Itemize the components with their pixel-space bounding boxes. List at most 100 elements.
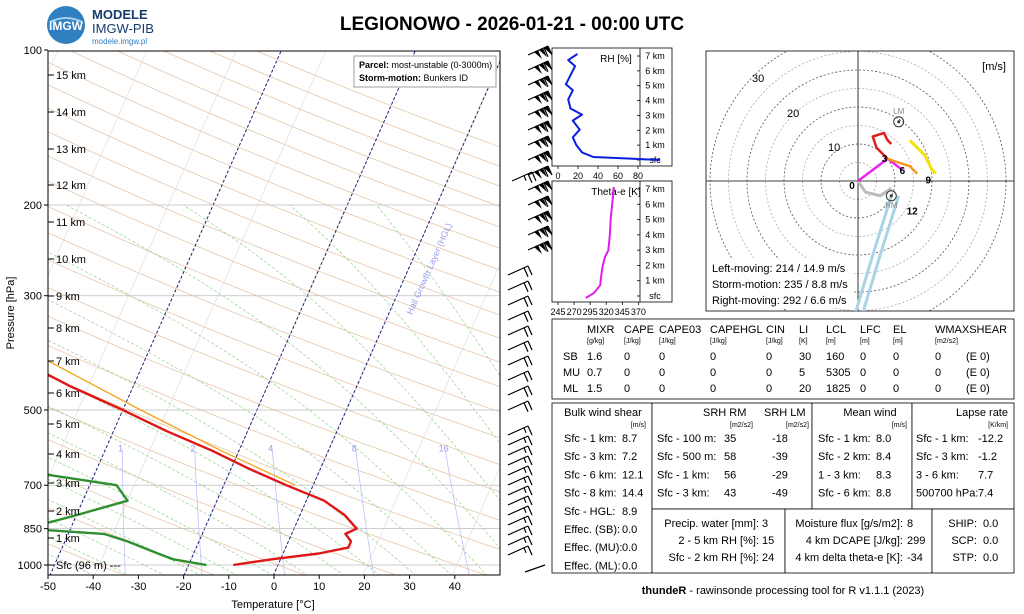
line <box>527 400 533 411</box>
lapse-row-value: 7.7 <box>978 469 993 481</box>
rh-panel-tick: 60 <box>613 171 623 181</box>
wind-barb-icon <box>507 485 533 496</box>
thermo-cell: 0 <box>893 367 899 379</box>
shear-row-value: 0.0 <box>622 542 637 554</box>
line <box>523 402 529 413</box>
line <box>523 437 527 444</box>
dry-adiabat <box>48 507 216 575</box>
isotherm <box>48 51 237 480</box>
wind-barb-icon <box>507 465 533 476</box>
isotherm <box>452 466 500 575</box>
brand-line2: IMGW-PIB <box>92 21 154 36</box>
hodo-segment-yellow <box>908 139 937 175</box>
dry-adiabat <box>48 232 500 413</box>
shear-row-label: Effec. (SB): <box>564 524 620 536</box>
flux-row-value: 299 <box>907 535 925 547</box>
pressure-tick-label: 500 <box>24 405 42 417</box>
dry-adiabat <box>48 84 500 271</box>
wind-barb-icon <box>507 400 533 413</box>
wind-barb-icon <box>527 90 553 104</box>
line <box>527 325 533 336</box>
thermo-cell: (E 0) <box>966 367 990 379</box>
lm-marker-icon <box>893 116 905 128</box>
moist-adiabat <box>65 204 500 549</box>
line <box>523 175 527 181</box>
height-label: 1 km <box>56 533 80 545</box>
moisture-row-value: 3 <box>762 518 768 530</box>
srh-row-label: Sfc - 3 km: <box>657 488 710 500</box>
line <box>543 242 549 253</box>
line <box>527 515 533 526</box>
isotherm <box>48 51 148 277</box>
moist-adiabat <box>376 204 500 377</box>
thermo-cell: 0 <box>710 383 716 395</box>
rm-label: RM <box>885 201 898 210</box>
composite-box <box>931 508 1015 574</box>
moist-adiabat <box>182 204 500 501</box>
wind-barb-icon <box>507 340 533 353</box>
wind-barb-icon <box>527 60 553 74</box>
y-axis-label: Pressure [hPa] <box>5 277 17 350</box>
srh-lm-value: -49 <box>772 488 788 500</box>
srh-lm-value: -18 <box>772 433 788 445</box>
wind-barb-icon <box>507 370 533 383</box>
wind-barb-icon <box>507 535 533 546</box>
thermo-cell: 1.5 <box>587 383 602 395</box>
flux-row-value: 8 <box>907 518 913 530</box>
theta-panel-tick: 345 <box>615 307 630 317</box>
page-title: LEGIONOWO - 2026-01-21 - 00:00 UTC <box>340 14 684 35</box>
thermo-unit: [J/kg] <box>710 338 727 345</box>
line <box>527 385 533 396</box>
line <box>543 122 549 133</box>
footer-credit: thundeR - rawinsonde processing tool for… <box>642 585 924 597</box>
wind-barb-icon <box>527 150 553 164</box>
thermo-cell: 5305 <box>826 367 850 379</box>
shear-row-value: 8.7 <box>622 433 637 445</box>
hodo-segment-upper <box>854 195 893 311</box>
line <box>507 310 529 321</box>
shear-row-label: Sfc - 6 km: <box>564 469 617 481</box>
wind-barb-icon <box>527 120 553 134</box>
meanwind-row-label: Sfc - 6 km: <box>818 488 871 500</box>
pressure-tick-label: 850 <box>24 524 42 536</box>
wind-barb-icon <box>527 135 553 149</box>
hodograph: 10 20 30 0 3 6 9 12 LM RM [m/s] Left-moving: 214 / … <box>705 50 1015 312</box>
line <box>523 537 527 544</box>
theta-panel-level-label: 6 km <box>645 199 665 209</box>
height-mark: 9 <box>926 175 932 186</box>
thermo-row-name: SB <box>563 351 578 363</box>
meanwind-row-label: Sfc - 2 km: <box>818 451 871 463</box>
left-moving-text: Left-moving: 214 / 14.9 m/s <box>712 263 846 275</box>
line <box>523 467 527 474</box>
height-label: 4 km <box>56 449 80 461</box>
line <box>527 445 533 456</box>
ring-label: 20 <box>787 108 799 120</box>
shear-row-label: Sfc - HGL: <box>564 506 615 518</box>
line <box>523 297 529 308</box>
mixing-ratio-line <box>121 450 126 575</box>
line <box>523 387 529 398</box>
thermo-unit: [g/kg] <box>587 338 604 345</box>
temp-tick-label: 10 <box>313 581 325 593</box>
shear-title: Bulk wind shear <box>564 407 642 419</box>
thermo-unit: [m] <box>860 338 870 345</box>
moist-adiabat <box>48 374 380 575</box>
thermo-cell: (E 0) <box>966 351 990 363</box>
moist-adiabat <box>48 251 488 575</box>
pressure-tick-label: 700 <box>24 480 42 492</box>
wind-barb-icon <box>507 445 533 456</box>
shear-row-label: Sfc - 1 km: <box>564 433 617 445</box>
line <box>527 280 533 291</box>
height-label: 2 km <box>56 506 80 518</box>
thermo-cell: 0 <box>935 383 941 395</box>
thermo-cell: 0 <box>766 351 772 363</box>
mixr-label: 4 <box>268 443 273 453</box>
hodo-segment-upper2 <box>861 195 901 311</box>
shear-row-value: 14.4 <box>622 488 643 500</box>
line <box>507 400 529 411</box>
thermo-cell: 0 <box>766 383 772 395</box>
x-axis-label: Temperature [°C] <box>231 599 314 611</box>
brand-url: modele.imgw.pl <box>92 37 147 46</box>
parcel-info: Parcel: most-unstable (0-3000m) <box>359 60 492 70</box>
